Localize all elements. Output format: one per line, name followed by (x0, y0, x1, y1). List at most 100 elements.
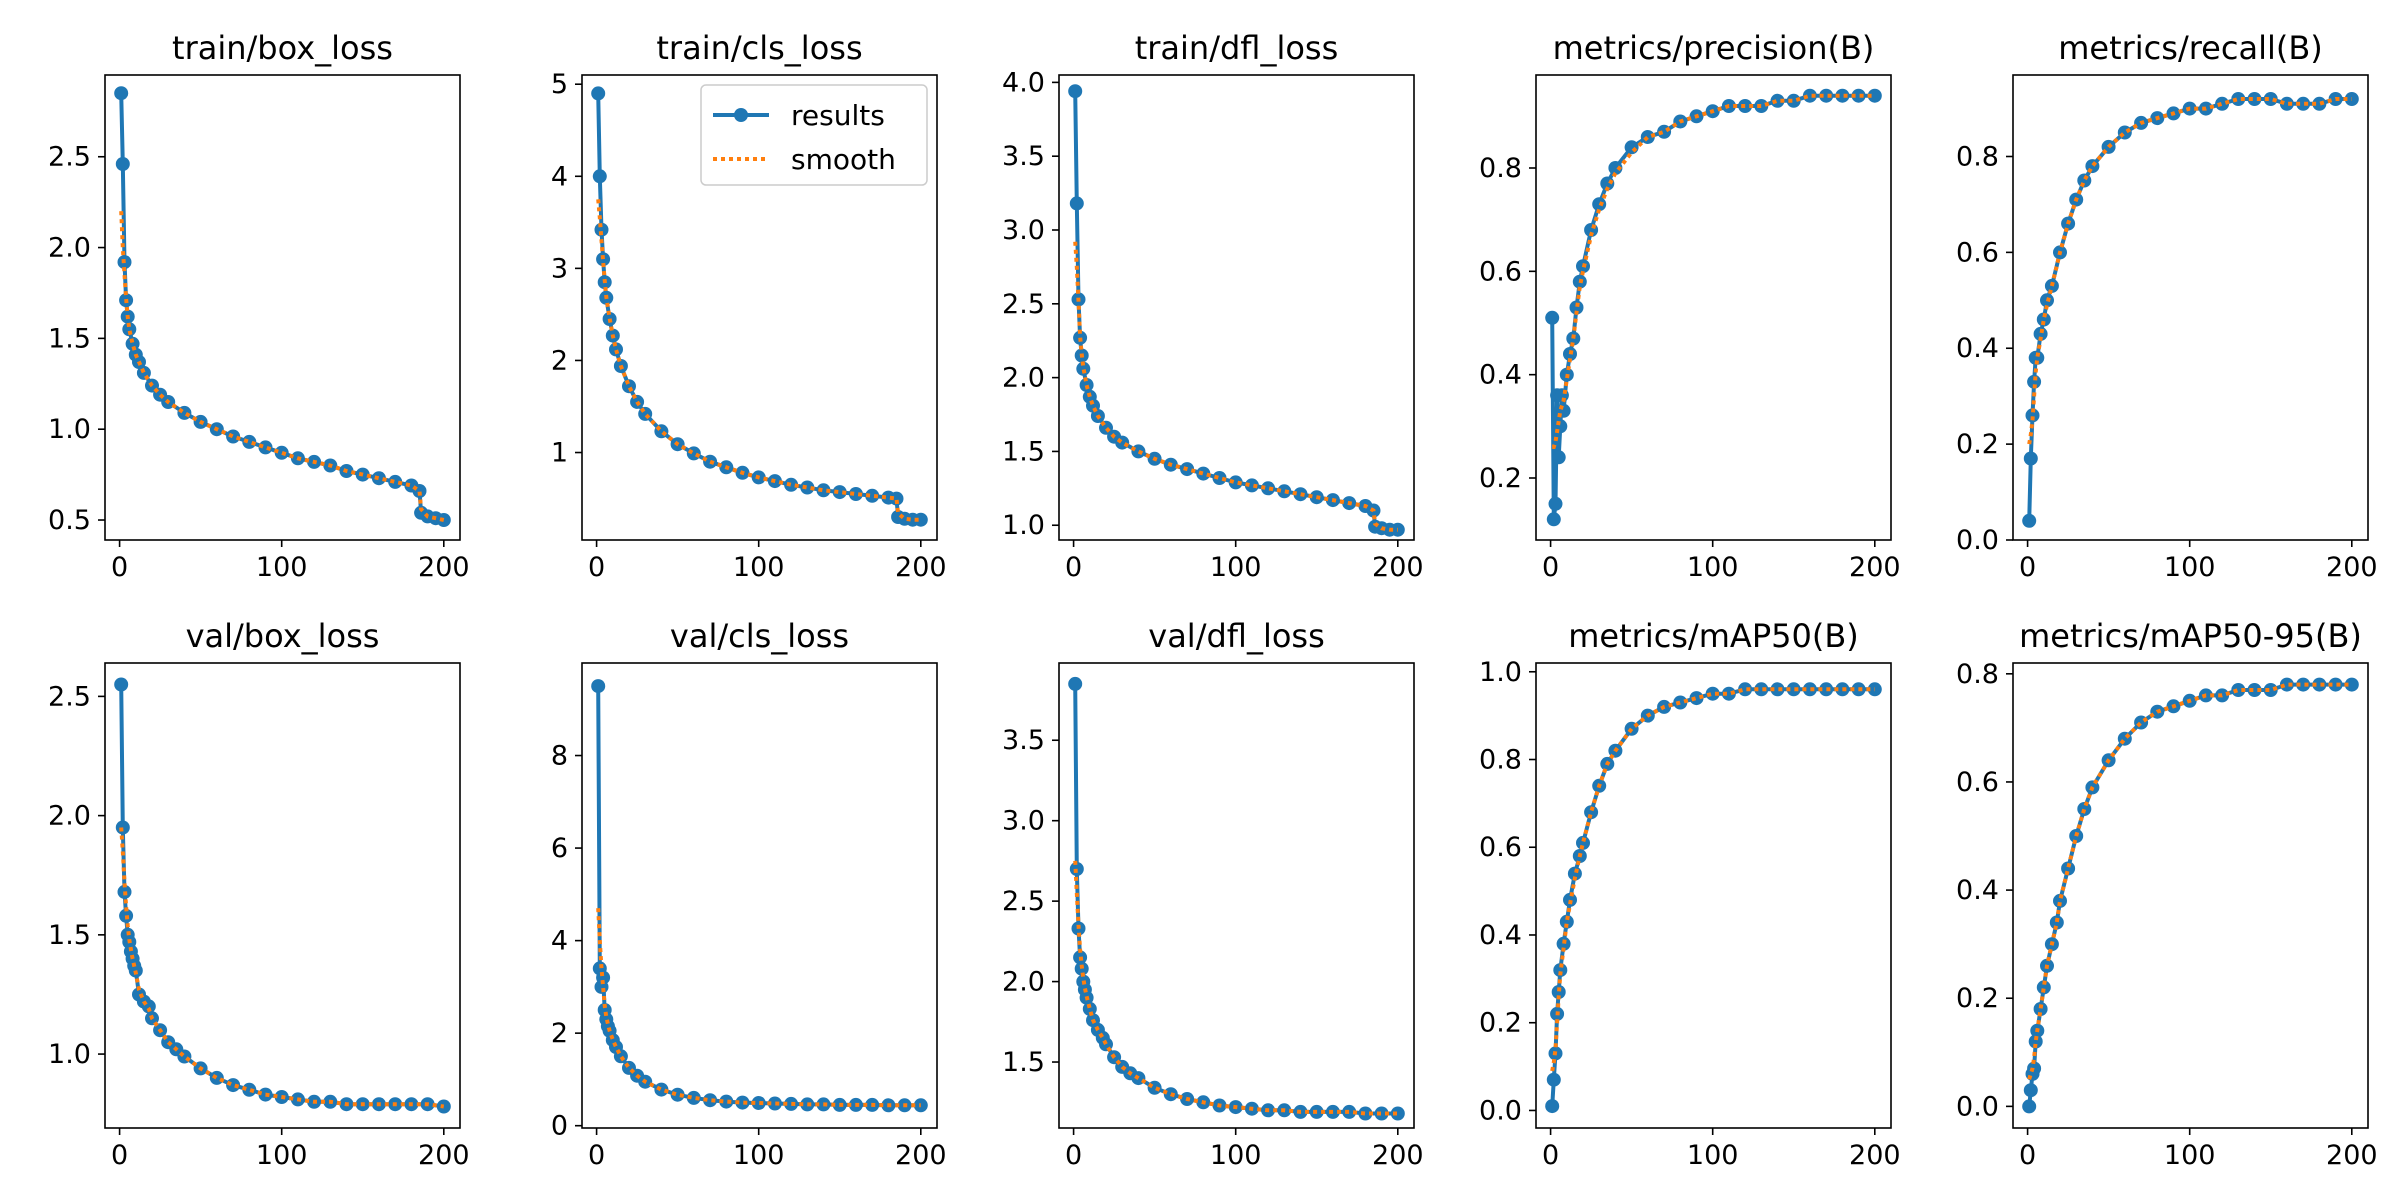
results-point (848, 487, 863, 501)
y-tick-label: 0.8 (1956, 141, 1999, 172)
results-point (735, 1095, 750, 1110)
results-point (2344, 677, 2359, 692)
results-point (1770, 93, 1785, 108)
results-point (2117, 125, 2132, 140)
subplot-6: val/box_loss 0 100 200 1.0 1.5 2.0 2.5 (48, 617, 470, 1171)
smooth-line (119, 827, 445, 1109)
y-tick-label: 3.5 (1002, 141, 1045, 172)
results-point (2231, 683, 2246, 697)
results-point (2247, 683, 2262, 697)
axes-frame (581, 74, 938, 541)
results-point (258, 440, 273, 455)
results-point (2328, 677, 2343, 692)
results-point (1754, 682, 1769, 697)
subplot-8: val/dfl_loss 0 100 200 1.5 2.0 2.5 3.0 3.5 (1002, 617, 1424, 1171)
results-point (832, 485, 847, 500)
y-tick-label: 0.0 (1479, 1095, 1522, 1126)
subplot-title: val/cls_loss (670, 617, 849, 655)
results-point (1786, 682, 1801, 697)
results-point (2049, 915, 2064, 930)
x-tick-label: 100 (2164, 552, 2216, 583)
y-tick-label: 0.2 (1479, 463, 1522, 494)
results-line (1073, 91, 1398, 532)
results-line (596, 686, 921, 1108)
results-point (1689, 691, 1704, 706)
results-point (177, 1049, 192, 1064)
y-tick-label: 2.0 (48, 233, 91, 264)
subplot-title: metrics/mAP50-95(B) (2019, 617, 2362, 655)
results-point (1546, 512, 1561, 527)
x-tick-label: 0 (1065, 552, 1082, 583)
results-point (2312, 96, 2327, 111)
results-point (2033, 326, 2048, 341)
subplot-9: metrics/mAP50(B) 0 100 200 0.0 0.2 0.4 0.6 0.8 1.… (1479, 617, 1901, 1171)
smooth-line (596, 908, 921, 1108)
legend-smooth-label: smooth (791, 143, 896, 176)
results-point (1802, 88, 1817, 103)
results-point (1228, 475, 1243, 490)
results-point (1786, 93, 1801, 108)
y-tick-label: 2.0 (48, 801, 91, 832)
y-tick-label: 1 (551, 438, 568, 469)
results-point (1576, 835, 1590, 850)
results-point (913, 512, 928, 527)
results-point (1390, 1106, 1405, 1121)
x-tick-label: 0 (111, 1140, 128, 1171)
results-line (2027, 682, 2352, 1107)
results-point (1640, 130, 1655, 144)
results-point (2025, 408, 2040, 423)
results-point (719, 1094, 734, 1109)
results-point (1261, 481, 1276, 496)
x-tick-label: 0 (111, 552, 128, 583)
results-point (591, 86, 606, 101)
results-point (1082, 1001, 1097, 1016)
subplot-10: metrics/mAP50-95(B) 0 100 200 0.0 0.2 0.4 0.6 0.… (1956, 617, 2378, 1171)
results-point (2077, 802, 2092, 816)
smooth-line (596, 199, 921, 522)
axes-frame (1058, 74, 1415, 541)
results-point (1079, 378, 1094, 392)
y-tick-label: 2.0 (1002, 967, 1045, 998)
results-point (703, 454, 718, 469)
results-point (751, 1096, 766, 1110)
results-point (1244, 478, 1259, 493)
results-point (1196, 466, 1211, 481)
results-point (1584, 805, 1599, 820)
y-tick-label: 0.4 (1479, 360, 1522, 391)
subplot-7: val/cls_loss 0 100 200 0 2 4 6 8 (551, 617, 947, 1171)
y-tick-label: 2.5 (1002, 886, 1045, 917)
subplot-5: metrics/recall(B) 0 100 200 0.0 0.2 0.4 0.6 0.8 (1956, 29, 2378, 583)
results-point (767, 1096, 782, 1111)
results-line (1550, 93, 1875, 522)
results-point (2263, 683, 2278, 697)
y-tick-label: 5 (551, 69, 568, 100)
results-point (2022, 513, 2037, 528)
results-point (1802, 682, 1817, 697)
x-tick-label: 100 (1687, 1140, 1739, 1171)
y-tick-label: 0.2 (1956, 429, 1999, 460)
results-point (1569, 300, 1584, 315)
results-point (1068, 676, 1083, 691)
y-tick-label: 2.5 (1002, 289, 1045, 320)
results-point (1358, 1106, 1373, 1121)
results-point (1738, 682, 1753, 697)
results-point (1545, 1099, 1560, 1114)
results-point (1551, 450, 1566, 465)
smooth-line (2027, 682, 2352, 1080)
x-tick-label: 100 (1210, 1140, 1262, 1171)
y-tick-label: 1.0 (1479, 657, 1522, 688)
y-tick-label: 1.5 (48, 323, 91, 354)
results-point (2028, 1034, 2043, 1049)
y-tick-label: 1.5 (1002, 436, 1045, 467)
y-tick-label: 0.4 (1956, 875, 1999, 906)
x-tick-label: 100 (256, 1140, 308, 1171)
axes-frame (2012, 74, 2369, 541)
results-point (1342, 1104, 1357, 1119)
x-tick-label: 200 (1849, 552, 1901, 583)
results-point (784, 477, 799, 492)
results-point (2022, 1099, 2037, 1114)
y-tick-label: 8 (551, 741, 568, 772)
results-point (865, 488, 880, 503)
results-point (1721, 686, 1736, 701)
axes-frame (1535, 662, 1892, 1129)
